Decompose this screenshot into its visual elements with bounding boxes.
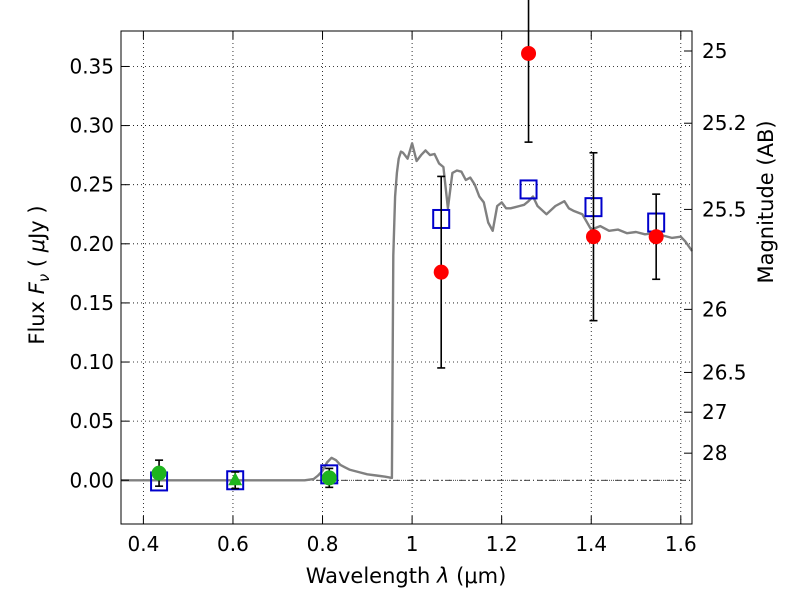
y-tick-label: 0.05 [69,409,114,433]
y2-tick-label: 25 [702,39,727,63]
grid-lines [121,31,692,524]
plot-frame [120,30,693,525]
green-data-point [321,470,337,486]
model-sed-line [121,142,693,482]
x-tick-label: 0.8 [307,532,339,556]
y-tick-label: 0.15 [69,291,114,315]
y-tick-label: 0.30 [69,114,114,138]
y-tick-label: 0.20 [69,232,114,256]
model-sed-line-layer [121,142,693,482]
photometry-points [150,0,666,492]
red-data-point [433,264,449,280]
x-tick-label: 1.6 [665,532,697,556]
x-axis-label: Wavelength λ (μm) [306,564,507,588]
green-triangle-point [228,472,243,486]
green-data-point [151,465,167,481]
model-photometry-square [519,179,538,200]
red-data-point [521,45,537,61]
y2-tick-label: 25.2 [702,111,747,135]
y2-tick-label: 28 [702,441,727,465]
x-tick-label: 1 [406,532,419,556]
y2-axis-label: Magnitude (AB) [754,120,778,283]
x-tick-label: 1.4 [575,532,607,556]
y2-tick-label: 26.5 [702,360,747,384]
y-tick-label: 0.35 [69,54,114,78]
y2-tick-label: 25.5 [702,197,747,221]
x-tick-label: 0.4 [127,532,159,556]
x-tick-label: 0.6 [217,532,249,556]
red-data-point [585,229,601,245]
x-tick-label: 1.2 [486,532,518,556]
axis-ticks: 0.4 0.6 0.8 1 1.2 1.4 1.6 0.00 0.05 0.10 0.15 0.20 0… [69,31,747,556]
red-data-point [648,229,664,245]
y-tick-label: 0.25 [69,173,114,197]
y-axis-label: Flux Fν ( μJy ) [25,205,53,344]
y-tick-label: 0.10 [69,350,114,374]
y2-tick-label: 26 [702,297,727,321]
y-tick-label: 0.00 [69,468,114,492]
y2-tick-label: 27 [702,400,727,424]
